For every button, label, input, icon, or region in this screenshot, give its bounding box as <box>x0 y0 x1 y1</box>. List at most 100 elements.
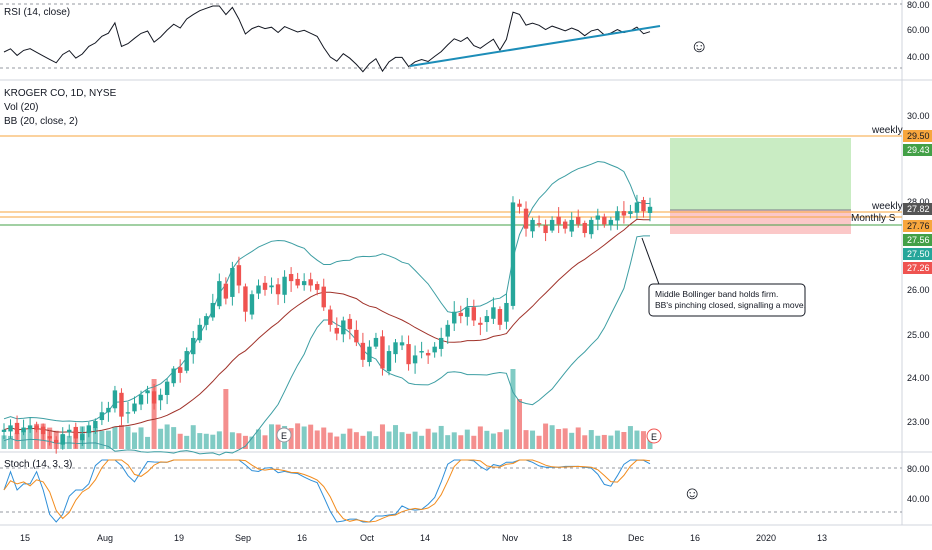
candle <box>132 396 137 414</box>
candle <box>386 345 392 376</box>
candle-body <box>93 421 98 429</box>
candle <box>621 201 627 224</box>
time-label: 16 <box>297 533 307 543</box>
candle <box>301 273 307 291</box>
candle <box>164 378 170 405</box>
candle <box>269 277 274 294</box>
volume-bar <box>503 429 509 449</box>
volume-bar <box>184 435 190 449</box>
bb-upper-band <box>3 160 650 423</box>
volume-bar <box>432 432 438 449</box>
volume-bar <box>99 430 105 449</box>
candle-body <box>562 221 568 229</box>
candle-body <box>347 318 353 330</box>
candle <box>106 401 111 422</box>
candle <box>197 318 202 343</box>
candle <box>119 388 124 426</box>
candle <box>373 332 379 350</box>
volume-bar <box>177 433 183 449</box>
candle <box>282 270 287 304</box>
candle-body <box>497 309 503 325</box>
candle-body <box>354 329 359 343</box>
candle-body <box>132 403 137 412</box>
svg-text:27.26: 27.26 <box>907 263 930 273</box>
volume-bar <box>138 427 144 449</box>
candle <box>204 313 209 331</box>
candle-body <box>151 391 157 404</box>
candle <box>438 327 444 357</box>
candle <box>576 209 581 228</box>
stop-zone[interactable] <box>670 210 851 234</box>
earnings-marker-sep[interactable]: E <box>276 427 292 443</box>
stoch-panel[interactable]: Stoch (14, 3, 3) ☺ 80.00 40.00 <box>0 459 930 523</box>
candle <box>458 305 463 324</box>
svg-text:27.50: 27.50 <box>907 249 930 259</box>
volume-bar <box>640 431 646 449</box>
earnings-marker-dec[interactable]: E <box>646 428 662 444</box>
candle-body <box>634 202 640 213</box>
candle-body <box>106 407 111 413</box>
candle <box>634 194 640 219</box>
candle-body <box>269 285 274 288</box>
candle-body <box>530 219 535 232</box>
candle <box>647 197 653 222</box>
volume-bar <box>321 427 327 449</box>
candle-body <box>504 302 509 322</box>
volume-bar <box>171 427 177 449</box>
candle <box>347 314 353 340</box>
candle <box>406 335 411 371</box>
candle-body <box>27 425 33 430</box>
candle <box>543 219 548 242</box>
candle <box>582 220 587 238</box>
volume-bar <box>399 432 405 449</box>
volume-bar <box>295 423 301 449</box>
volume-bar <box>301 426 307 449</box>
volume-bar <box>288 428 294 449</box>
volume-bar <box>464 429 470 449</box>
price-tick-25: 25.00 <box>907 330 930 340</box>
annotation-box[interactable] <box>648 283 806 317</box>
candle-body <box>465 307 470 317</box>
candle-body <box>621 211 627 216</box>
candle-body <box>641 200 646 212</box>
rsi-panel[interactable]: RSI (14, close) ☺ 80.00 60.00 40.00 <box>0 0 930 73</box>
volume-bar <box>523 430 529 449</box>
price-tag-27-26: 27.26 <box>903 262 932 274</box>
candle-body <box>536 223 542 225</box>
candle <box>589 217 594 239</box>
candle <box>275 278 281 305</box>
price-panel[interactable]: KROGER CO, 1D, NYSE Vol (20) BB (20, clo… <box>0 88 932 456</box>
rsi-tick-80: 80.00 <box>907 0 930 10</box>
rsi-trendline[interactable] <box>409 25 661 67</box>
candle <box>60 427 65 450</box>
candle-body <box>112 390 118 409</box>
candle-body <box>204 316 209 325</box>
candle <box>138 390 144 411</box>
volume-bar <box>373 436 379 449</box>
rsi-tick-60: 60.00 <box>907 25 930 35</box>
candle <box>504 293 509 330</box>
svg-text:27.76: 27.76 <box>907 221 930 231</box>
price-tick-30: 30.00 <box>907 111 930 121</box>
candle <box>530 217 535 238</box>
volume-bar <box>406 433 412 449</box>
candle <box>308 272 313 292</box>
candle <box>1 423 7 440</box>
candle <box>112 385 118 413</box>
volume-bars <box>1 369 653 449</box>
target-zone[interactable] <box>670 138 851 210</box>
candle <box>419 341 424 359</box>
candle <box>393 339 398 363</box>
time-label: 13 <box>817 533 827 543</box>
volume-bar <box>360 435 366 449</box>
candle-body <box>275 284 281 295</box>
volume-bar <box>569 432 575 449</box>
candle <box>536 215 542 228</box>
candle-body <box>177 367 183 373</box>
time-axis[interactable]: 15 Aug 19 Sep 16 Oct 14 Nov 18 Dec 16 20… <box>20 533 827 543</box>
volume-bar <box>425 428 431 449</box>
time-label: 14 <box>420 533 430 543</box>
time-label: 16 <box>690 533 700 543</box>
volume-bar <box>34 423 40 449</box>
